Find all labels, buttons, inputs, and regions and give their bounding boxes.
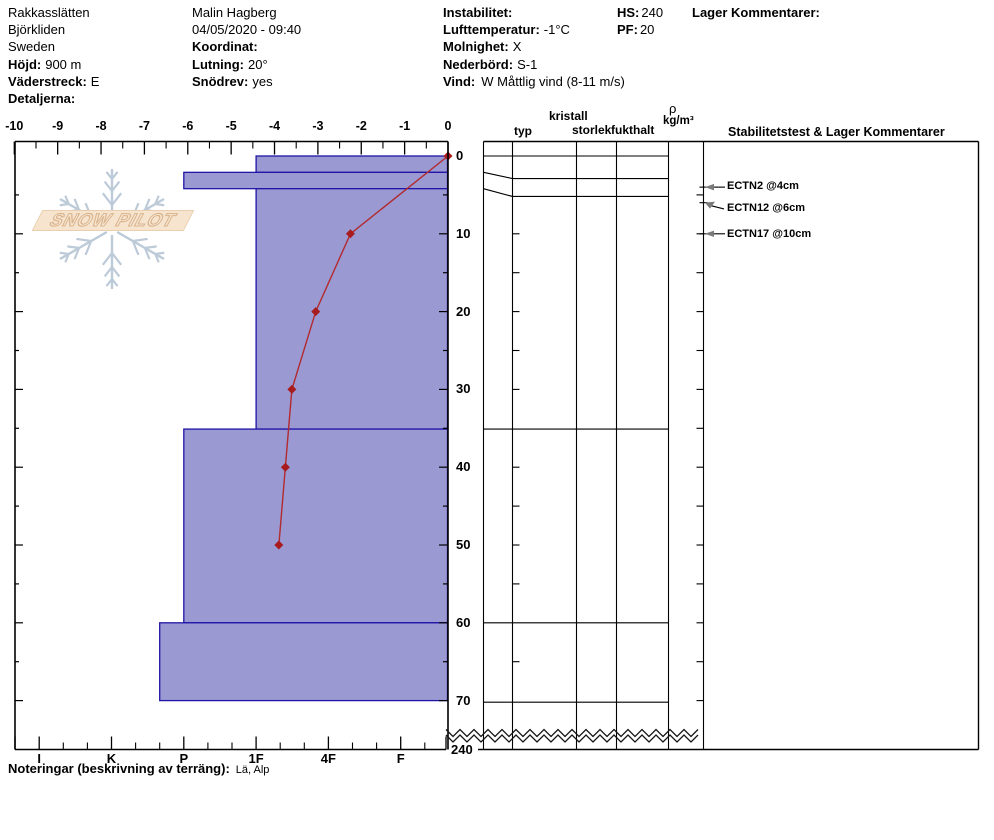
site-elevation: Höjd: 900 m <box>8 56 82 72</box>
ect-arrowhead <box>705 230 714 237</box>
temperature-point <box>274 540 284 550</box>
temperature-point <box>287 384 297 394</box>
header-comments-column: Lager Kommentarer: <box>692 4 820 21</box>
layer-bar-P+ <box>159 622 449 702</box>
col-header-stability-tests: Stabilitetstest & Lager Kommentarer <box>728 125 945 139</box>
wind: Vind: W Måttlig vind (8-11 m/s) <box>443 73 625 89</box>
layer-bar-1F <box>255 155 449 173</box>
col-header-crystal: kristall <box>549 109 588 123</box>
temperature-point <box>345 229 355 239</box>
terrain-notes-value: Lä, Alp <box>235 764 270 776</box>
temperature-point <box>311 307 321 317</box>
wind-drift: Snödrev: yes <box>192 73 273 89</box>
site-country: Sweden <box>8 39 55 55</box>
air-temperature: Lufttemperatur: -1°C <box>443 22 570 38</box>
precipitation: Nederbörd: S-1 <box>443 56 538 72</box>
observer-name: Malin Hagberg <box>192 5 277 20</box>
site-name: Rakkasslätten <box>8 5 90 20</box>
site-area: Björkliden <box>8 22 66 38</box>
layer-bar-P <box>183 428 449 624</box>
col-header-moisture: fukthalt <box>611 123 655 137</box>
terrain-notes-label: Noteringar (beskrivning av terräng): <box>8 761 230 776</box>
col-header-grain-size: storlek <box>572 123 612 137</box>
header-observer-column: Malin Hagberg 04/05/2020 - 09:40 Koordin… <box>192 4 301 90</box>
ect-arrowhead <box>705 201 715 209</box>
observation-datetime: 04/05/2020 - 09:40 <box>192 22 302 38</box>
instability: Instabilitet: <box>443 5 513 20</box>
depth-axis-break-zigzag <box>445 734 699 743</box>
cloud-cover: Molnighet: X <box>443 39 522 55</box>
col-header-rho: ρ <box>669 101 677 116</box>
layer-bar-1F <box>255 188 449 430</box>
site-details: Detaljerna: <box>8 91 76 107</box>
layer-bar-P <box>183 171 449 190</box>
snow-height: HS: 240 <box>617 5 664 20</box>
terrain-notes: Noteringar (beskrivning av terräng): Lä, … <box>8 760 269 778</box>
snowpilot-logo: SNOW PILOT <box>31 209 195 231</box>
col-header-density-unit: kg/m³ <box>663 115 694 127</box>
pit-depth: PF: 20 <box>617 22 655 38</box>
header-pit-column: HS: 240 PF: 20 <box>617 4 663 38</box>
depth-axis-break-zigzag <box>445 728 699 738</box>
temperature-point <box>280 462 290 472</box>
col-header-grain-type: typ <box>514 124 532 138</box>
site-aspect: Väderstreck: E <box>8 73 100 89</box>
ect-arrowhead <box>705 183 714 191</box>
coordinates: Koordinat: <box>192 39 258 55</box>
slope-angle: Lutning: 20° <box>192 56 268 72</box>
header-weather-column: Instabilitet: Lufttemperatur: -1°C Molnig… <box>443 4 625 90</box>
header-site-column: Rakkasslätten Björkliden Sweden Höjd: 900… <box>8 4 99 107</box>
temperature-line <box>278 155 449 546</box>
layer-comments-label: Lager Kommentarer: <box>692 5 820 20</box>
